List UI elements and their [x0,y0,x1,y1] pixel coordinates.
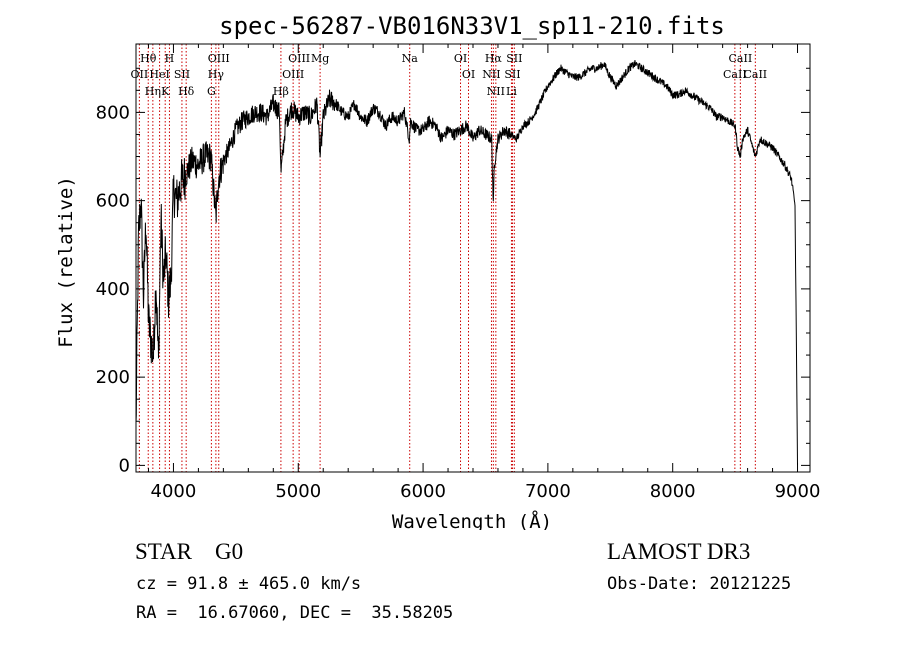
spectrum-line [135,60,798,466]
x-axis-label: Wavelength (Å) [392,510,552,530]
marker-label: G [207,85,216,98]
y-axis: 0 200 400 600 800 [96,67,810,476]
marker-label: CaII [723,68,747,81]
marker-label: Hγ [208,68,225,81]
marker-label: SII [504,68,520,81]
y-tick-label: 600 [96,191,130,212]
marker-label: K [161,85,170,98]
marker-label: SII [174,68,190,81]
x-axis: 4000 5000 6000 7000 8000 9000 [147,44,821,502]
x-tick-label: 5000 [275,481,321,502]
marker-label: Mg [311,52,329,65]
marker-label: HeI [149,68,169,81]
object-class: STAR [135,539,192,564]
marker-label: OIII [282,68,304,81]
marker-label: OIII [208,52,230,65]
marker-labels: Hθ OII Hη HeI K H SII Hδ OIII Hγ G OIII OIII Hβ Mg Na OI… [131,52,768,98]
x-tick-label: 6000 [400,481,446,502]
marker-label: Hθ [140,52,157,65]
marker-label: OI [454,52,467,65]
y-tick-label: 800 [96,102,130,123]
x-tick-label: 7000 [525,481,571,502]
line-markers [138,44,756,472]
obs-date-line: Obs-Date: 20121225 [607,574,792,594]
x-tick-label: 4000 [151,481,197,502]
marker-label: CaII [729,52,753,65]
object-class-line: STAR G0 [135,539,243,565]
marker-label: OII [131,68,149,81]
chart-title: spec-56287-VB016N33V1_sp11-210.fits [219,12,725,40]
marker-label: Na [402,52,419,65]
marker-label: Hβ [273,85,289,98]
marker-label: OI [462,68,475,81]
survey-label: LAMOST DR3 [607,539,751,564]
marker-label: Hη [145,85,161,98]
subclass: G0 [214,539,244,564]
x-tick-label: 8000 [650,481,696,502]
marker-label: SII [506,52,522,65]
marker-label: H [165,52,175,65]
redshift-line: cz = 91.8 ± 465.0 km/s [136,574,362,594]
y-tick-label: 0 [119,455,130,476]
y-tick-label: 400 [96,279,130,300]
marker-label: Li [506,85,517,98]
y-tick-label: 200 [96,367,130,388]
marker-label: Hδ [178,85,195,98]
spectrum-chart: spec-56287-VB016N33V1_sp11-210.fits Hθ OI… [55,12,821,530]
y-axis-label: Flux (relative) [55,176,77,348]
coordinates-line: RA = 16.67060, DEC = 35.58205 [136,603,454,623]
x-tick-label: 9000 [775,481,821,502]
marker-label: OIII [288,52,310,65]
marker-label: NII [482,68,500,81]
marker-label: Hα [485,52,503,65]
marker-label: NII [487,85,505,98]
marker-label: CaII [743,68,767,81]
